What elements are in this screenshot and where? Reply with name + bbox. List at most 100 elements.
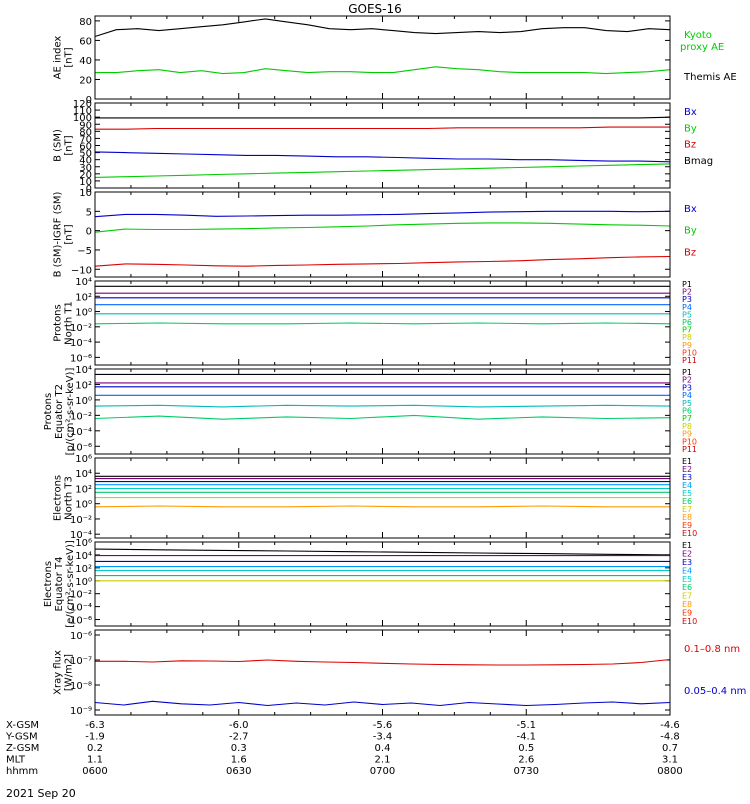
y-tick-label: 10⁶: [75, 454, 92, 465]
y-tick-label: 10: [79, 188, 92, 199]
x-axis-value: 0.4: [375, 743, 391, 754]
y-tick-label: 10⁴: [75, 365, 92, 376]
x-axis-row-label: X-GSM: [6, 720, 39, 731]
x-axis-row-label: Z-GSM: [6, 743, 39, 754]
legend-entry: E7: [682, 592, 692, 601]
y-tick-label: 10⁻⁶: [70, 353, 92, 364]
legend-entry: P11: [682, 445, 697, 454]
legend-entry: 0.1–0.8 nm: [684, 644, 740, 655]
legend-entry: Bx: [684, 204, 697, 215]
legend-entry: By: [684, 226, 697, 237]
x-axis-value: -2.7: [229, 732, 249, 743]
y-tick-label: 10⁻⁴: [70, 603, 92, 614]
legend-entry: P1: [682, 368, 692, 377]
legend-entry: E4: [682, 481, 692, 490]
y-tick-label: 40: [79, 156, 92, 167]
y-tick-label: 80: [79, 17, 92, 28]
x-axis-value: -6.3: [85, 720, 105, 731]
legend-entry: P7: [682, 326, 692, 335]
legend-entry: P9: [682, 341, 692, 350]
y-tick-label: 10⁻⁶: [70, 442, 92, 453]
series-line-P6: [94, 322, 671, 325]
legend-entry: P4: [682, 391, 692, 400]
y-tick-label: −5: [77, 246, 92, 257]
y-axis-label-line: Equator T4: [54, 557, 65, 612]
x-axis-value: 2.1: [375, 755, 391, 766]
y-tick-label: 10⁻²: [70, 323, 92, 334]
legend-entry: P2: [682, 376, 692, 385]
series-line-Bx: [94, 151, 671, 163]
y-tick-label: 80: [79, 127, 92, 138]
y-tick-label: 70: [79, 134, 92, 145]
y-axis-label-line: [nT]: [64, 47, 75, 67]
x-axis-value: 0600: [82, 766, 107, 777]
legend-entry: E6: [682, 497, 692, 506]
y-tick-label: 60: [79, 36, 92, 47]
y-tick-label: 10²: [75, 380, 92, 391]
y-tick-label: 10⁻⁴: [70, 530, 92, 541]
y-tick-label: 40: [79, 56, 92, 67]
series-line-P5: [94, 404, 671, 408]
legend-entry: P9: [682, 430, 692, 439]
x-axis-value: 0.5: [518, 743, 534, 754]
legend-entry: E8: [682, 600, 692, 609]
date-label: 2021 Sep 20: [6, 787, 76, 800]
legend-entry: Kyoto proxy AE: [680, 30, 724, 53]
series-line-Themis-AE: [94, 18, 671, 38]
legend-entry: E1: [682, 457, 692, 466]
y-tick-label: 100: [73, 113, 92, 124]
y-tick-label: 20: [79, 170, 92, 181]
y-axis-label: Xray flux[W/m2]: [53, 650, 75, 695]
y-tick-label: 10⁻⁷: [70, 656, 92, 667]
y-axis-label-line: Xray flux: [53, 650, 64, 695]
series-line-Bz: [95, 126, 670, 130]
y-axis-label: B (SM)-IGRF (SM)[nT]: [53, 192, 75, 278]
x-axis-value: 0730: [514, 766, 539, 777]
x-axis-value: -5.6: [373, 720, 393, 731]
legend-entry: E9: [682, 609, 692, 618]
y-axis-label-line: Electrons: [53, 475, 64, 521]
legend-entry: Bz: [684, 140, 696, 151]
y-axis-label: ProtonsNorth T1: [53, 301, 75, 345]
legend-entry: P4: [682, 303, 692, 312]
x-axis-value: 3.1: [662, 755, 678, 766]
legend-entry: E2: [682, 465, 692, 474]
y-axis-label-line: [nT]: [64, 135, 75, 155]
y-tick-label: 10⁶: [75, 538, 92, 549]
x-axis-value: 0.3: [231, 743, 247, 754]
y-axis-label-line: [e/(cm²-s-sr-keV)]: [65, 540, 76, 628]
y-tick-label: 60: [79, 142, 92, 153]
y-axis-label-line: North T3: [64, 476, 75, 520]
y-axis-label: ElectronsNorth T3: [53, 475, 75, 521]
y-tick-label: 10⁴: [75, 469, 92, 480]
panel-bigrf: −10 −5 0 5 10 B (SM)-IGRF (SM)[nT] Bx By Bz: [53, 188, 697, 278]
y-axis-label-line: B (SM)-IGRF (SM): [53, 192, 64, 278]
y-tick-label: 50: [79, 149, 92, 160]
y-tick-label: 10⁻⁸: [70, 681, 92, 692]
panel-frame: [94, 368, 671, 455]
legend-entry: By: [684, 123, 697, 134]
y-tick-label: 90: [79, 120, 92, 131]
x-axis-value: -4.1: [516, 732, 536, 743]
y-tick-label: 20: [79, 75, 92, 86]
y-tick-label: 0: [86, 227, 92, 238]
panel-electrons-t4: 10⁶10⁴10²10⁰10⁻²10⁻⁴10⁻⁶ElectronsEquator…: [43, 538, 697, 628]
x-axis-row-label: MLT: [6, 755, 26, 766]
y-axis-label-line: Electrons: [43, 561, 54, 607]
y-axis-label: ProtonsEquator T2[p/(cm²-s-sr-keV)]: [43, 368, 76, 456]
series-line-Bz: [94, 255, 671, 267]
legend-entry: E8: [682, 513, 692, 522]
legend-entry: P2: [682, 288, 692, 297]
legend-entry: E6: [682, 583, 692, 592]
y-tick-label: 10²: [75, 564, 92, 575]
y-axis-label: B (SM)[nT]: [53, 129, 75, 162]
y-tick-label: 10⁰: [75, 396, 92, 407]
x-axis-value: 1.1: [87, 755, 103, 766]
x-axis-value: 0630: [226, 766, 251, 777]
y-axis-label-line: North T1: [64, 301, 75, 345]
y-tick-label: 10⁻²: [70, 590, 92, 601]
legend-entry: E10: [682, 617, 697, 626]
y-tick-label: 10⁻⁶: [70, 631, 92, 642]
